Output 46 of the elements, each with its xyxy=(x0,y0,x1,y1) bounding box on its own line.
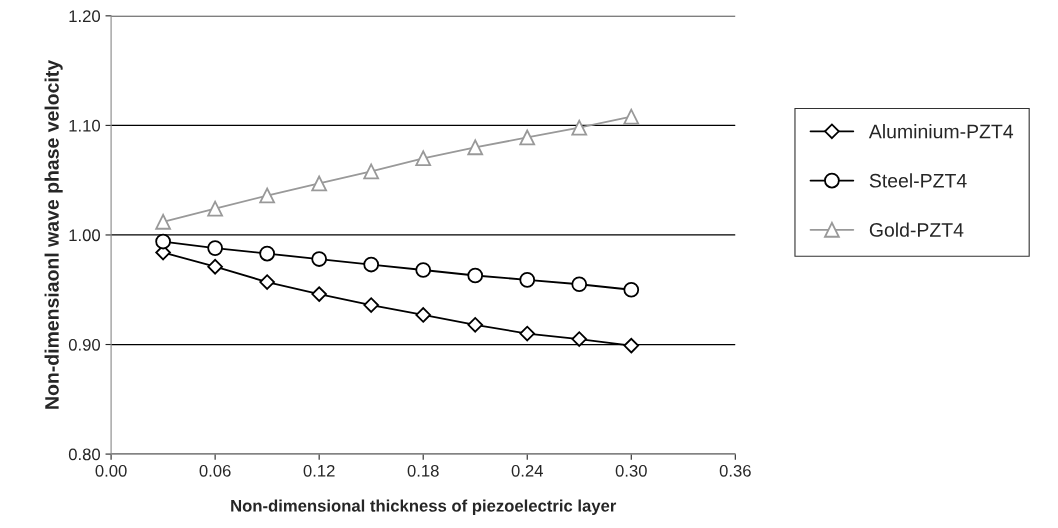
y-tick-label: 0.90 xyxy=(68,338,101,351)
point xyxy=(155,233,171,250)
y-axis-title: Non-dimensiaonl wave phase velocity xyxy=(44,60,63,409)
point xyxy=(155,213,171,230)
point xyxy=(311,175,328,192)
point xyxy=(519,129,536,146)
point xyxy=(259,274,275,290)
legend-label: Aluminium-PZT4 xyxy=(868,124,1014,139)
point xyxy=(519,325,536,342)
x-tick-label: 0.18 xyxy=(407,464,439,477)
point xyxy=(207,200,223,217)
x-tick-label: 0.00 xyxy=(95,464,127,477)
point xyxy=(571,119,588,136)
point xyxy=(467,317,483,333)
y-tick-label: 0.80 xyxy=(68,448,101,461)
point xyxy=(259,245,275,262)
point xyxy=(623,281,640,298)
point xyxy=(363,256,380,273)
point xyxy=(363,297,379,313)
point xyxy=(571,276,588,293)
point xyxy=(519,272,536,288)
point xyxy=(467,139,484,156)
point xyxy=(623,337,640,354)
point xyxy=(207,258,223,275)
point xyxy=(571,331,588,347)
legend-label: Steel-PZT4 xyxy=(869,173,967,188)
x-tick-label: 0.30 xyxy=(615,464,647,477)
x-axis-title: Non-dimensional thickness of piezoelectric layer xyxy=(231,499,617,516)
point xyxy=(415,307,431,323)
point xyxy=(623,108,640,125)
legend-label: Gold-PZT4 xyxy=(869,222,964,237)
x-tick-label: 0.06 xyxy=(199,464,231,477)
y-tick-label: 1.10 xyxy=(69,119,101,132)
point xyxy=(311,251,328,267)
point xyxy=(415,262,432,278)
point xyxy=(363,163,380,180)
x-tick-label: 0.36 xyxy=(719,464,751,477)
y-tick-label: 1.20 xyxy=(69,10,101,23)
point xyxy=(415,150,432,167)
point xyxy=(311,286,327,302)
y-tick-label: 1.00 xyxy=(69,229,101,242)
x-tick-label: 0.24 xyxy=(511,464,543,477)
point xyxy=(467,267,484,284)
x-tick-label: 0.12 xyxy=(303,464,335,477)
point xyxy=(259,187,275,204)
point xyxy=(207,240,223,256)
